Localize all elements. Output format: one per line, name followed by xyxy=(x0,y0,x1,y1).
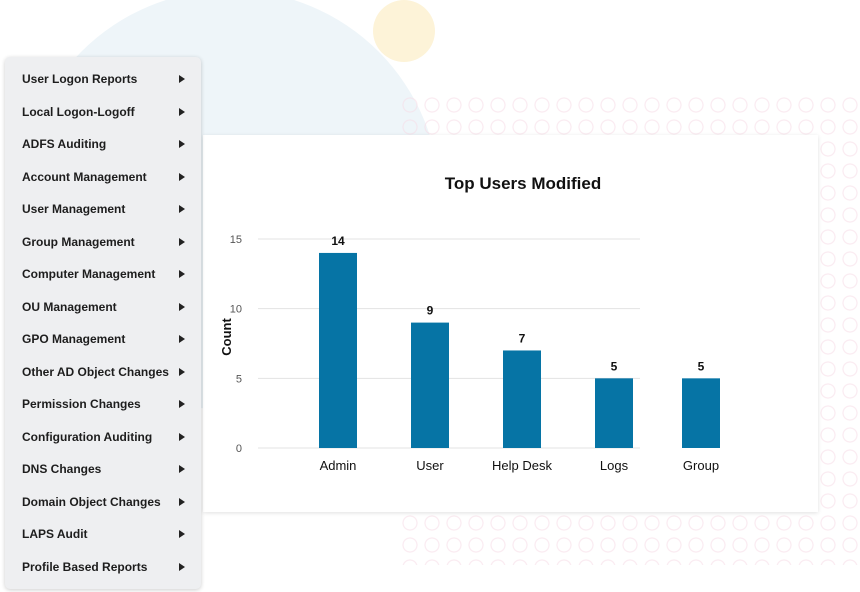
menu-item[interactable]: DNS Changes xyxy=(5,453,201,485)
submenu-arrow-icon xyxy=(179,367,185,376)
menu-item[interactable]: LAPS Audit xyxy=(5,518,201,550)
menu-item[interactable]: GPO Management xyxy=(5,323,201,355)
bar xyxy=(411,322,449,448)
submenu-arrow-icon xyxy=(179,302,185,311)
submenu-arrow-icon xyxy=(179,432,185,441)
menu-item-label: Computer Management xyxy=(22,267,156,281)
data-label: 5 xyxy=(611,359,618,373)
bar xyxy=(595,378,633,448)
report-category-menu: User Logon Reports Local Logon-Logoff ADFS… xyxy=(5,57,201,589)
bar-chart: Top Users Modified Count 0 5 10 15 14 Admin 9 Use… xyxy=(219,174,720,473)
data-label: 5 xyxy=(698,359,705,373)
menu-item[interactable]: Other AD Object Changes xyxy=(5,356,201,388)
submenu-arrow-icon xyxy=(179,497,185,506)
menu-item-label: Account Management xyxy=(22,169,147,184)
x-tick-label: Group xyxy=(683,458,719,473)
menu-item[interactable]: Local Logon-Logoff xyxy=(5,96,201,128)
submenu-arrow-icon xyxy=(179,400,185,408)
chart-title: Top Users Modified xyxy=(445,174,601,193)
y-tick-label: 15 xyxy=(230,234,242,246)
submenu-arrow-icon xyxy=(179,172,185,181)
bar xyxy=(503,350,541,448)
chart-card: Top Users Modified Count 0 5 10 15 14 Admin 9 Use… xyxy=(203,135,818,512)
y-tick-label: 10 xyxy=(230,304,242,316)
menu-item[interactable]: Account Management xyxy=(5,161,201,193)
menu-item-label: User Logon Reports xyxy=(22,72,138,86)
bar xyxy=(319,252,357,448)
menu-item-label: OU Management xyxy=(22,299,117,314)
submenu-arrow-icon xyxy=(179,530,185,538)
menu-item-label: LAPS Audit xyxy=(22,527,88,541)
x-tick-label: Logs xyxy=(600,458,629,473)
submenu-arrow-icon xyxy=(179,140,185,148)
submenu-arrow-icon xyxy=(179,335,185,343)
submenu-arrow-icon xyxy=(179,107,185,116)
x-tick-label: Admin xyxy=(320,458,357,473)
menu-item[interactable]: Computer Management xyxy=(5,258,201,290)
submenu-arrow-icon xyxy=(179,205,185,213)
submenu-arrow-icon xyxy=(179,75,185,83)
menu-item-label: Other AD Object Changes xyxy=(22,364,169,379)
menu-item-label: Profile Based Reports xyxy=(22,559,148,574)
menu-item-label: Local Logon-Logoff xyxy=(22,104,135,119)
data-label: 14 xyxy=(331,234,345,248)
x-tick-label: User xyxy=(416,458,444,473)
x-tick-label: Help Desk xyxy=(492,458,552,473)
menu-item-label: GPO Management xyxy=(22,332,126,346)
data-label: 9 xyxy=(427,304,434,318)
menu-item[interactable]: Profile Based Reports xyxy=(5,551,201,583)
menu-item-label: User Management xyxy=(22,202,126,216)
menu-item-label: Configuration Auditing xyxy=(22,429,153,444)
submenu-arrow-icon xyxy=(179,562,185,571)
data-label: 7 xyxy=(519,331,526,345)
menu-item[interactable]: Domain Object Changes xyxy=(5,486,201,518)
y-tick-label: 5 xyxy=(236,373,242,385)
menu-item[interactable]: Configuration Auditing xyxy=(5,421,201,453)
menu-item[interactable]: User Management xyxy=(5,193,201,225)
submenu-arrow-icon xyxy=(179,270,185,278)
menu-item[interactable]: Group Management xyxy=(5,226,201,258)
menu-item-label: Permission Changes xyxy=(22,397,141,411)
menu-item-label: Domain Object Changes xyxy=(22,494,161,509)
y-tick-label: 0 xyxy=(236,443,242,455)
y-axis-label: Count xyxy=(219,318,234,356)
submenu-arrow-icon xyxy=(179,465,185,473)
menu-item-label: Group Management xyxy=(22,234,135,249)
menu-item-label: ADFS Auditing xyxy=(22,137,107,151)
menu-item[interactable]: ADFS Auditing xyxy=(5,128,201,160)
menu-item-label: DNS Changes xyxy=(22,462,102,476)
menu-item[interactable]: Permission Changes xyxy=(5,388,201,420)
menu-item[interactable]: OU Management xyxy=(5,291,201,323)
background-sun xyxy=(373,0,435,62)
menu-item[interactable]: User Logon Reports xyxy=(5,63,201,95)
submenu-arrow-icon xyxy=(179,237,185,246)
bar xyxy=(682,378,720,448)
